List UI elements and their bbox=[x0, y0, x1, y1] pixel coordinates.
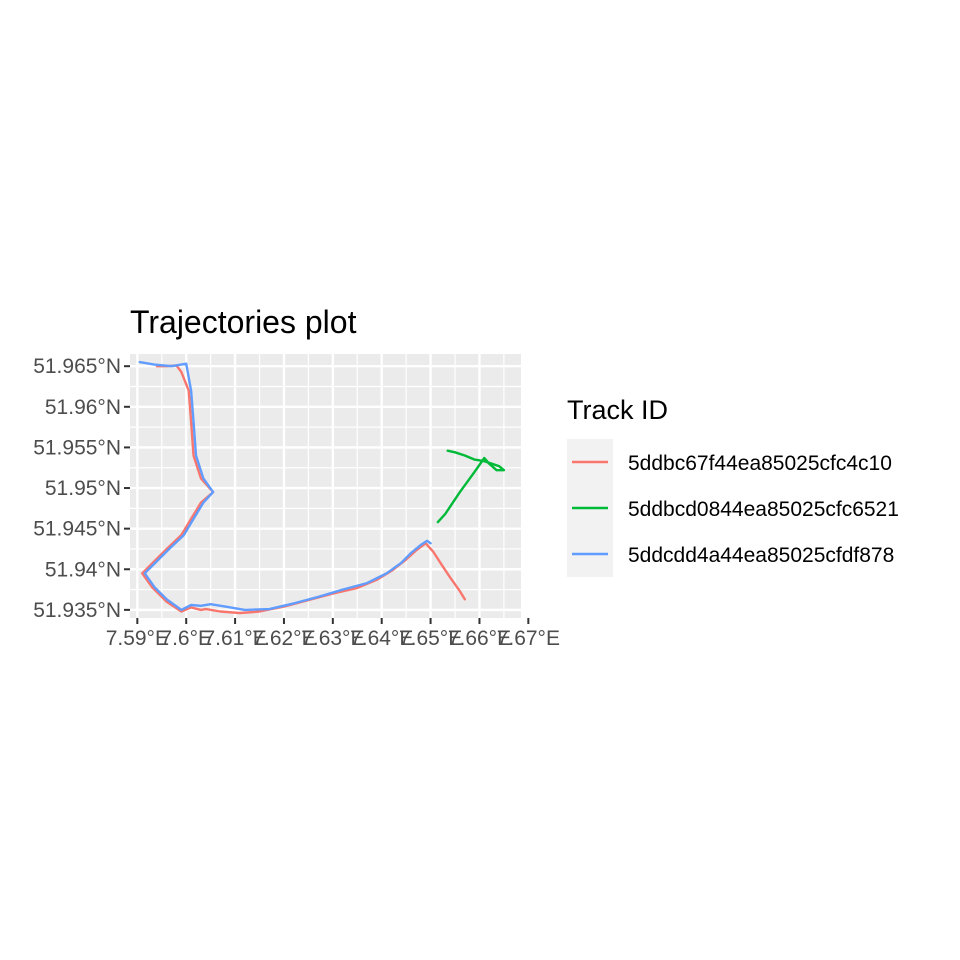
series-line-2 bbox=[436, 449, 506, 524]
x-tick-label: 7.62°E bbox=[252, 627, 315, 650]
y-tick-label: 51.96°N bbox=[45, 396, 121, 419]
x-tick-label: 7.64°E bbox=[350, 627, 413, 650]
y-tick-label: 51.945°N bbox=[33, 518, 121, 541]
x-tick-label: 7.61°E bbox=[203, 627, 266, 650]
y-tick-label: 51.965°N bbox=[33, 355, 121, 378]
series-line-3 bbox=[138, 360, 432, 612]
legend-label-2: 5ddbcd0844ea85025cfc6521 bbox=[628, 498, 899, 521]
y-tick-label: 51.955°N bbox=[33, 436, 121, 459]
legend-label-1: 5ddbc67f44ea85025cfc4c10 bbox=[628, 452, 892, 475]
x-tick-label: 7.67°E bbox=[497, 627, 560, 650]
chart-title: Trajectories plot bbox=[130, 304, 357, 340]
plot-panel bbox=[130, 354, 521, 618]
legend-label-3: 5ddcdd4a44ea85025cfdf878 bbox=[628, 544, 894, 567]
legend-title: Track ID bbox=[567, 395, 668, 425]
x-tick-label: 7.66°E bbox=[448, 627, 511, 650]
y-tick-label: 51.95°N bbox=[45, 477, 121, 500]
y-axis: 51.935°N 51.94°N 51.945°N 51.95°N 51.955°N 51… bbox=[33, 355, 130, 622]
grid-minor bbox=[130, 354, 521, 618]
y-tick-label: 51.94°N bbox=[45, 558, 121, 581]
series-line-1 bbox=[141, 364, 466, 615]
legend-items: 5ddbc67f44ea85025cfc4c10 5ddbcd0844ea8502… bbox=[572, 452, 899, 567]
x-tick-label: 7.65°E bbox=[399, 627, 462, 650]
x-tick-label: 7.6°E bbox=[160, 627, 212, 650]
legend: Track ID 5ddbc67f44ea85025cfc4c10 5ddbcd0… bbox=[567, 395, 899, 577]
x-tick-label: 7.59°E bbox=[106, 627, 169, 650]
x-tick-label: 7.63°E bbox=[301, 627, 364, 650]
x-axis: 7.59°E7.6°E7.61°E7.62°E7.63°E7.64°E7.65°… bbox=[106, 618, 560, 650]
series-layer bbox=[138, 360, 506, 615]
y-tick-label: 51.935°N bbox=[33, 599, 121, 622]
